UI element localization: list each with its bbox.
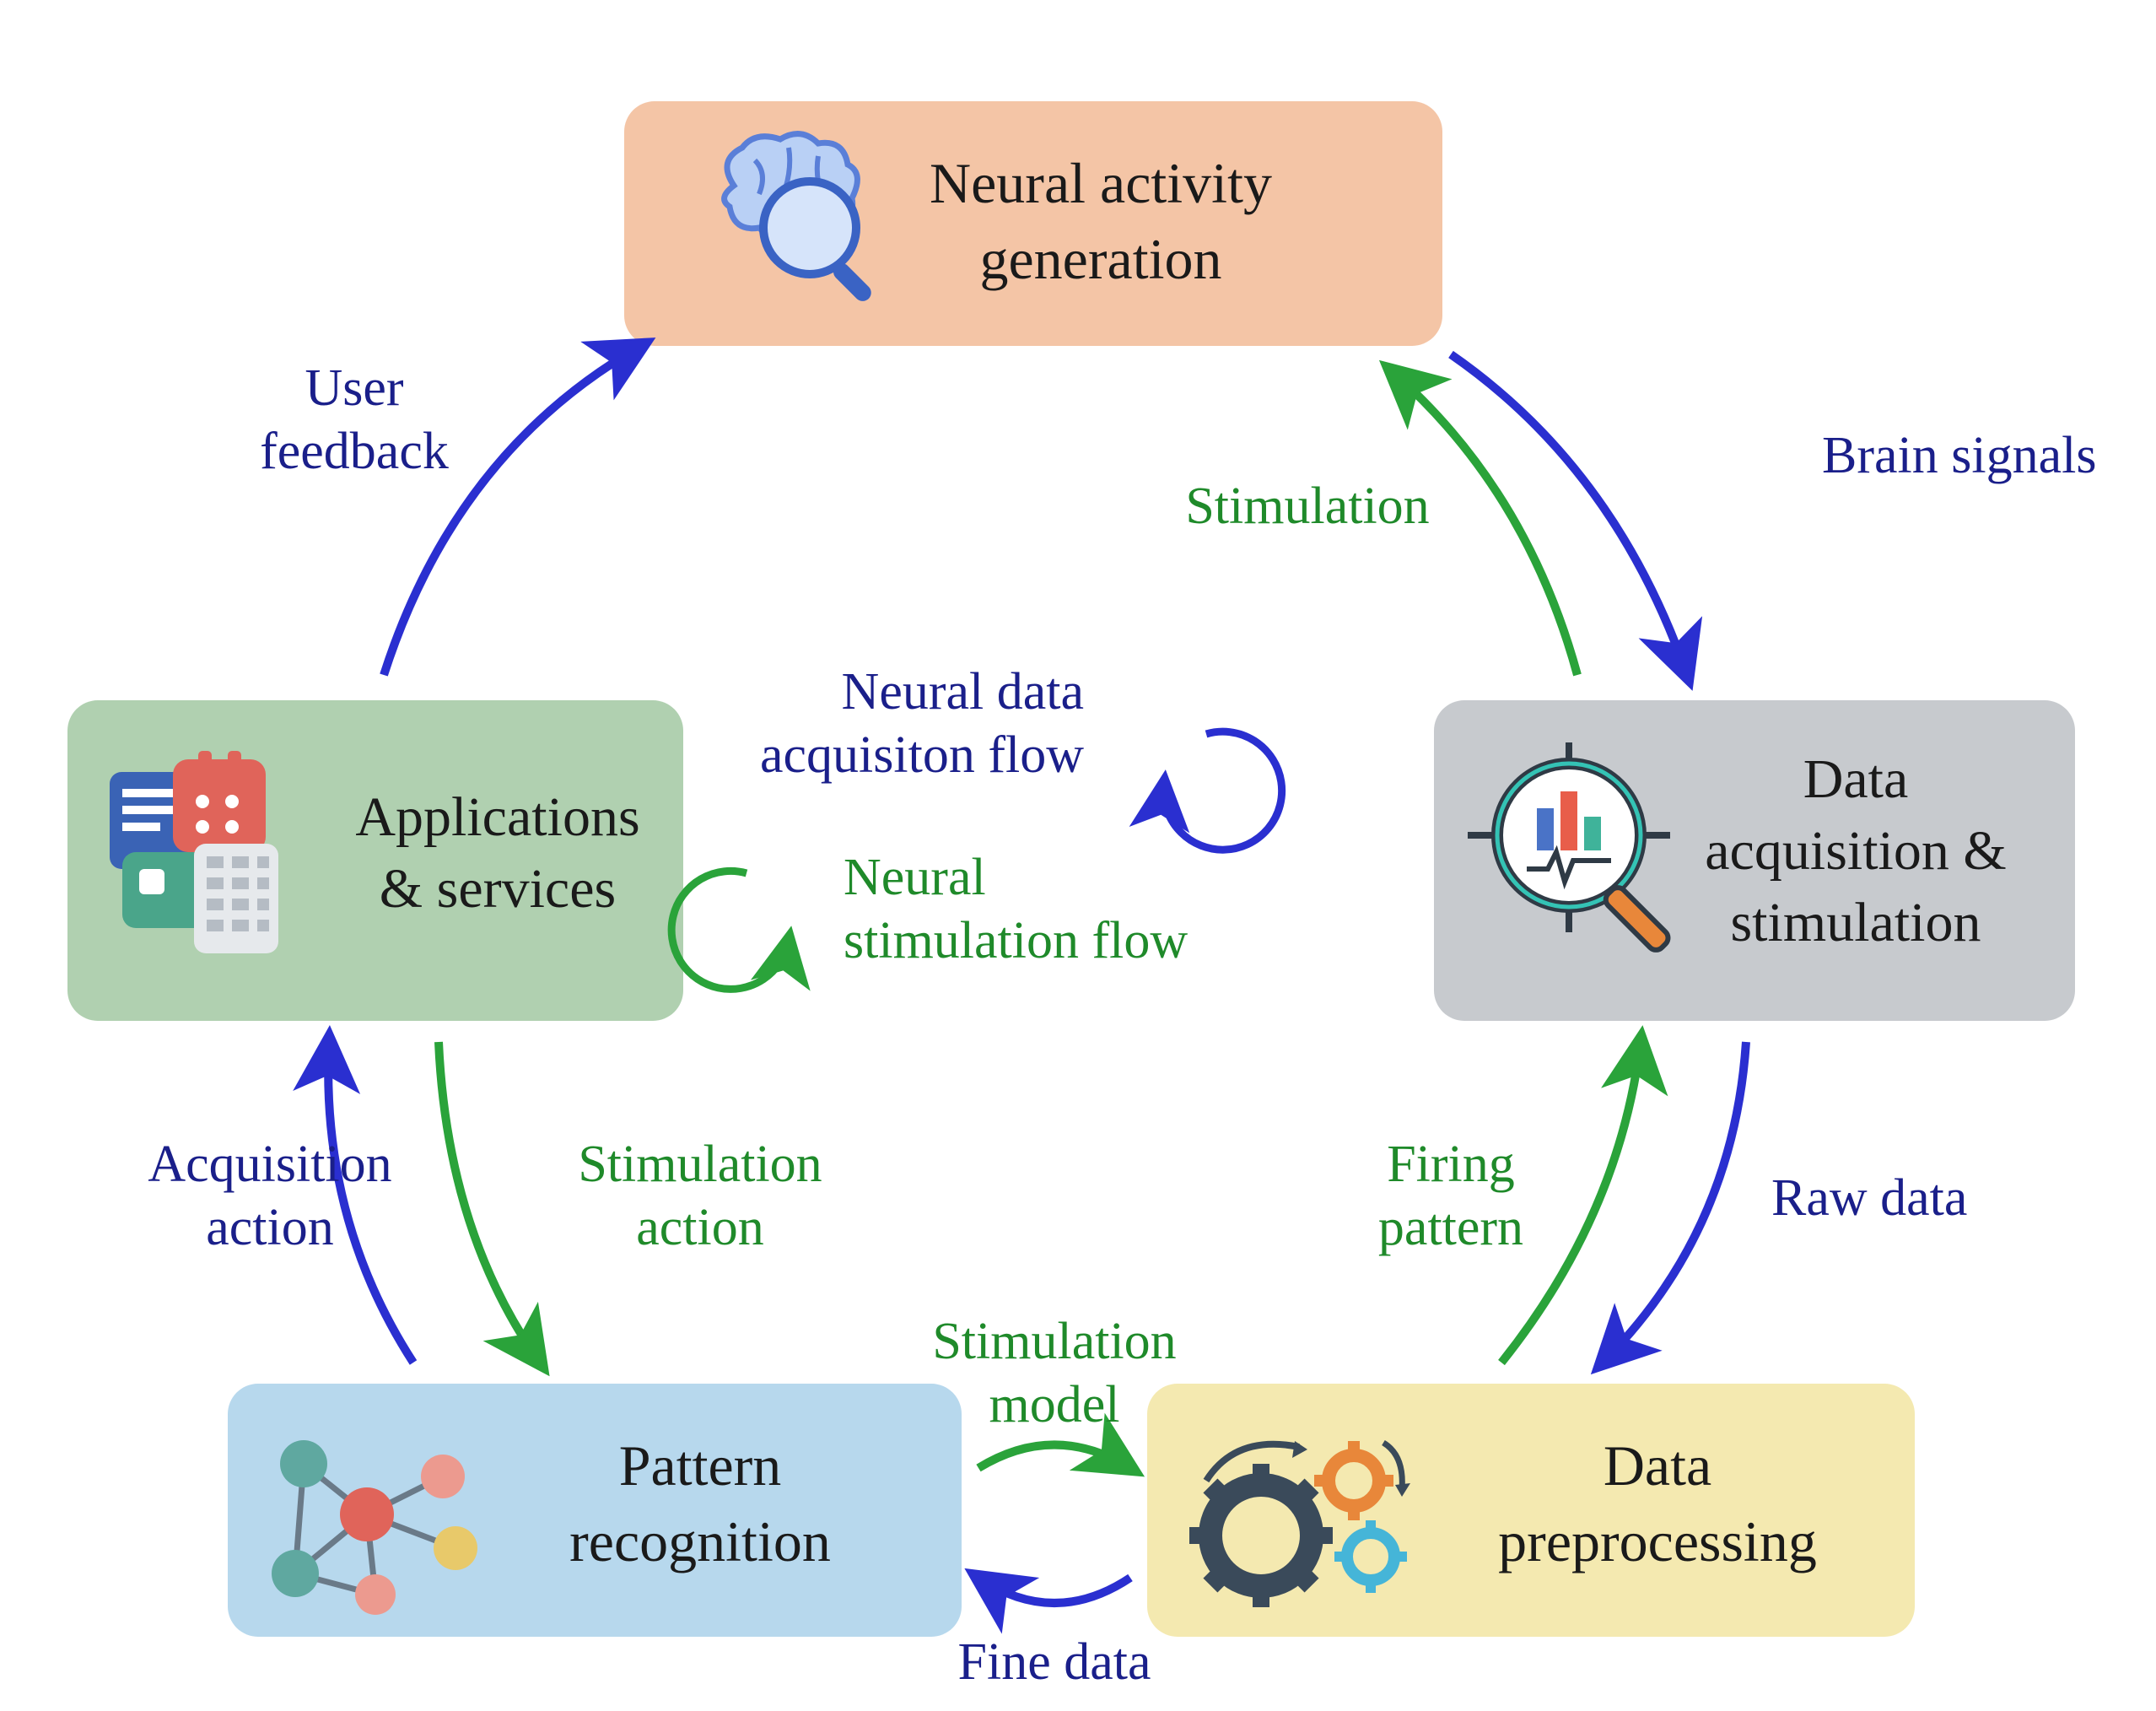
edge-fine-data [978, 1578, 1130, 1603]
edge-acq-action [328, 1042, 413, 1363]
center-stimulation-loop: Neural stimulation flow [671, 849, 1188, 989]
edge-label: Raw data [1771, 1169, 1967, 1227]
edge-label: action [636, 1199, 764, 1256]
app-tiles-icon [110, 751, 278, 953]
edge-label: Stimulation [932, 1313, 1176, 1370]
node-label: preprocessing [1498, 1509, 1817, 1573]
edge-raw-data [1603, 1042, 1746, 1363]
node-label: Pattern [619, 1433, 782, 1498]
node-applications: Applications & services [67, 700, 683, 1021]
edge-label: model [989, 1376, 1120, 1433]
loop-icon [671, 871, 789, 989]
node-label: recognition [569, 1509, 831, 1573]
edge-label: Fine data [958, 1633, 1151, 1691]
edge-label: User [305, 359, 403, 417]
loop-icon [1164, 731, 1282, 850]
node-label: acquisition & [1705, 820, 2006, 882]
diagram-canvas: Neural activity generation Data acquisit… [0, 0, 2156, 1711]
node-label: Neural activity [930, 151, 1272, 215]
node-data-acquisition: Data acquisition & stimulation [1434, 700, 2075, 1021]
node-label: generation [980, 227, 1222, 291]
edge-label: Brain signals [1822, 427, 2096, 484]
center-label: stimulation flow [844, 912, 1188, 969]
node-label: stimulation [1731, 892, 1981, 953]
edge-stim-action [439, 1042, 540, 1363]
node-pattern-recognition: Pattern recognition [228, 1384, 962, 1637]
edge-label: Stimulation [578, 1136, 822, 1193]
node-neural-activity: Neural activity generation [624, 101, 1442, 346]
node-label: & services [380, 858, 616, 920]
center-label: acquisiton flow [760, 726, 1084, 784]
edge-label: action [206, 1199, 334, 1256]
center-acquisition-loop: Neural data acquisiton flow [760, 663, 1282, 850]
edge-user-feedback [384, 346, 641, 675]
center-label: Neural [844, 849, 986, 906]
edge-label: Acquisition [148, 1136, 391, 1193]
node-label: Data [1604, 1433, 1711, 1498]
node-label: Applications [355, 786, 639, 848]
node-data-preprocessing: Data preprocessing [1147, 1384, 1915, 1637]
edge-stim-model [978, 1445, 1130, 1469]
edge-label: pattern [1378, 1199, 1523, 1256]
edge-label: Stimulation [1185, 478, 1429, 535]
node-label: Data [1803, 748, 1909, 810]
edge-brain-signals [1451, 354, 1687, 675]
center-label: Neural data [842, 663, 1084, 721]
edge-label: Firing [1387, 1136, 1515, 1193]
edge-label: feedback [260, 423, 449, 480]
